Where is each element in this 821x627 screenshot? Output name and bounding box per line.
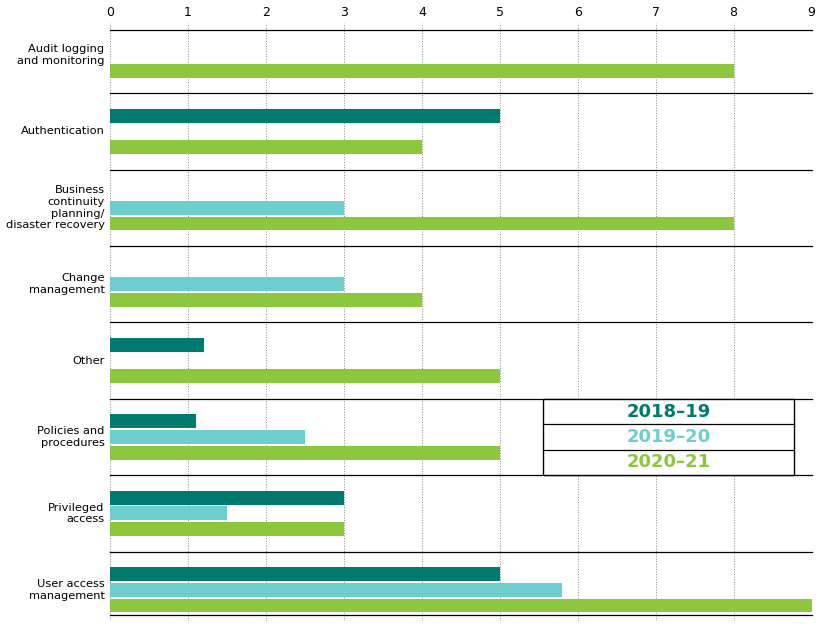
Bar [110,583,562,597]
Text: 2019–20: 2019–20 [626,428,710,446]
Bar [110,599,811,613]
Bar [110,414,196,428]
Bar [110,277,344,291]
Bar [110,430,305,444]
Bar [110,293,422,307]
Text: 2018–19: 2018–19 [626,403,711,421]
Bar [110,338,204,352]
Bar [110,567,500,581]
Text: 2020–21: 2020–21 [626,453,710,472]
Bar [110,507,227,520]
Bar [110,369,500,383]
Bar [110,491,344,505]
Bar [110,446,500,460]
Bar [110,140,422,154]
FancyBboxPatch shape [543,399,795,475]
Bar [110,217,734,230]
Bar [110,522,344,536]
Bar [110,109,500,123]
Bar [110,64,734,78]
Bar [110,201,344,214]
